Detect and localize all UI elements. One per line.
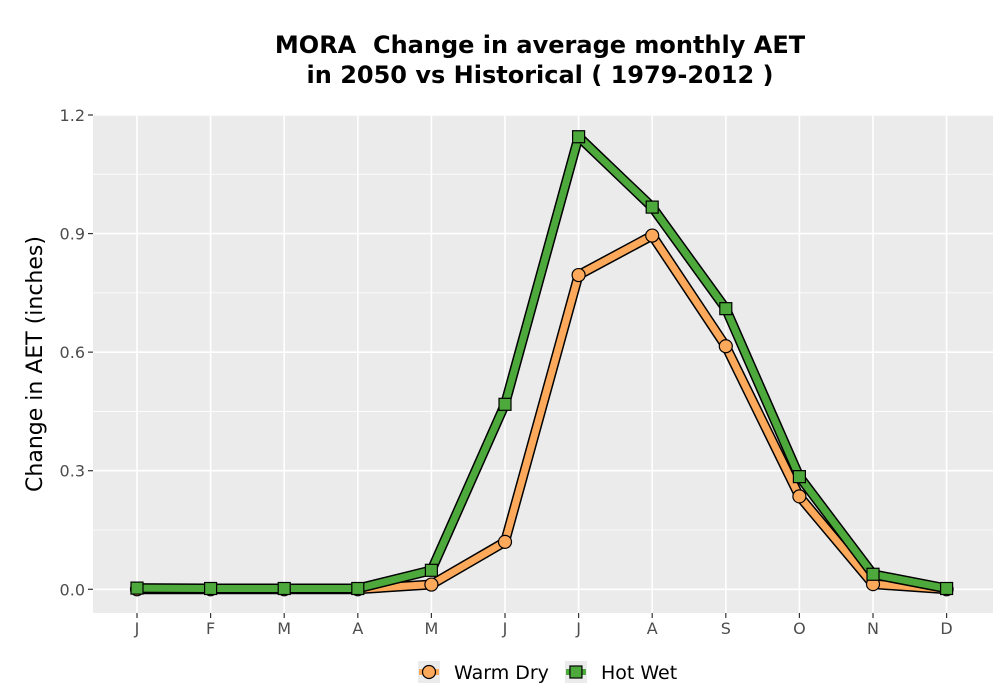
- data-point: [424, 577, 439, 592]
- x-tick-label: J: [575, 619, 581, 638]
- legend-marker: [421, 664, 437, 680]
- legend: Warm Dry Hot Wet: [418, 661, 677, 684]
- data-point: [792, 489, 807, 504]
- data-point: [719, 302, 733, 316]
- data-point: [939, 581, 954, 596]
- series-hot-wet: [130, 130, 954, 596]
- y-tick-label: 0.9: [60, 225, 85, 244]
- y-tick-label: 1.2: [60, 106, 85, 125]
- x-tick-label: O: [793, 619, 806, 638]
- data-point: [645, 228, 660, 243]
- data-point: [866, 567, 880, 581]
- x-tick-label: S: [721, 619, 731, 638]
- legend-marker: [569, 665, 583, 679]
- axes: 0.0 0.3 0.6 0.9 1.2 J F M A M J J A S O N D: [60, 106, 953, 638]
- data-point: [498, 397, 512, 411]
- y-axis-title: Change in AET (inches): [23, 236, 48, 492]
- x-tick-label: J: [134, 619, 140, 638]
- chart-title-line-1: MORA Change in average monthly AET: [274, 31, 806, 59]
- data-point: [571, 267, 586, 283]
- x-tick-label: N: [867, 619, 879, 638]
- legend-item: Warm Dry: [418, 661, 549, 684]
- y-tick-label: 0.3: [60, 462, 85, 481]
- x-tick-label: M: [424, 619, 438, 638]
- x-tick-label: J: [502, 619, 508, 638]
- plot-panel: [93, 115, 993, 613]
- x-tick-label: F: [206, 619, 215, 638]
- chart-title: MORA Change in average monthly AET in 20…: [90, 30, 990, 90]
- data-point: [645, 200, 659, 214]
- data-point: [571, 130, 586, 144]
- data-point: [130, 581, 144, 595]
- data-point: [497, 534, 513, 549]
- y-tick-label: 0.6: [60, 343, 85, 362]
- legend-label: Hot Wet: [601, 662, 677, 684]
- x-tick-label: M: [277, 619, 291, 638]
- y-tick-label: 0.0: [60, 580, 85, 599]
- data-point: [718, 339, 733, 354]
- chart-title-line-2: in 2050 vs Historical ( 1979-2012 ): [306, 61, 774, 89]
- legend-item: Hot Wet: [564, 661, 677, 684]
- data-point: [204, 581, 218, 596]
- x-tick-label: A: [352, 619, 363, 638]
- data-point: [792, 470, 807, 484]
- x-tick-label: A: [647, 619, 658, 638]
- legend-label: Warm Dry: [454, 662, 549, 684]
- x-tick-label: D: [940, 619, 952, 638]
- data-point: [277, 581, 291, 596]
- series-layer: [129, 130, 954, 597]
- series-line: [133, 133, 951, 592]
- data-point: [351, 581, 365, 596]
- data-point: [424, 563, 438, 577]
